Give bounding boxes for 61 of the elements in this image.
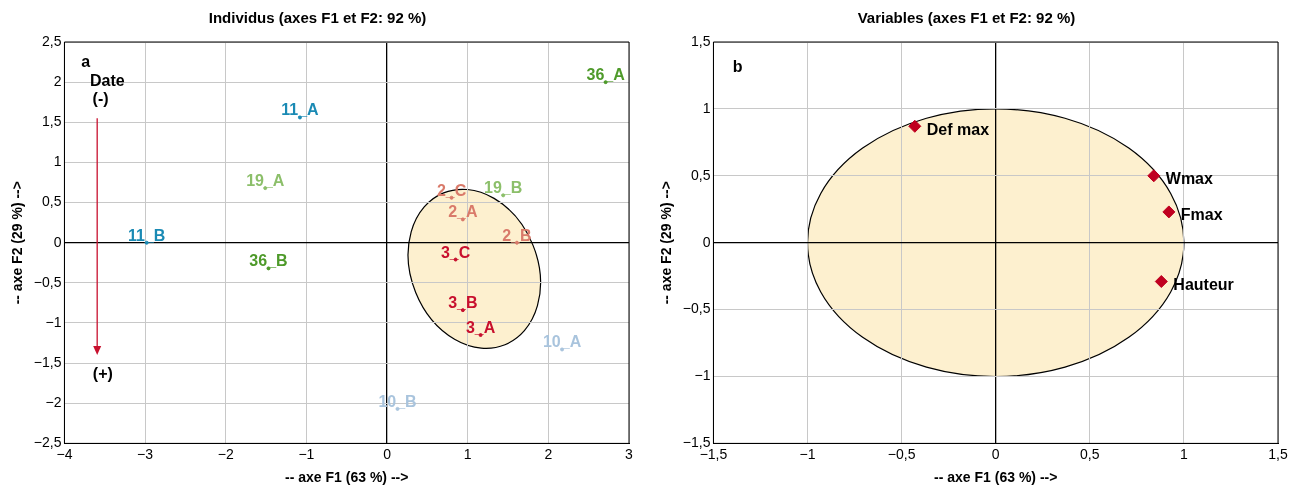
series-label: Fmax bbox=[1180, 206, 1223, 224]
x-tick-label: 0 bbox=[991, 445, 1000, 462]
text: 3_A bbox=[465, 319, 496, 337]
text: 10_B bbox=[378, 392, 417, 410]
text: 36_A bbox=[586, 66, 626, 84]
x-tick-label: 1 bbox=[463, 445, 472, 462]
annotation: a bbox=[81, 53, 91, 71]
text: 11_B bbox=[128, 226, 166, 244]
x-axis-title: -- axe F1 (63 %) --> bbox=[285, 469, 409, 486]
y-tick-label: −2 bbox=[45, 394, 62, 411]
y-tick-label: 1,5 bbox=[41, 113, 62, 130]
y-tick-label: 2,5 bbox=[41, 32, 62, 49]
text: 2_A bbox=[448, 203, 478, 221]
annotation: (+) bbox=[92, 365, 113, 383]
y-tick-label: 1 bbox=[702, 99, 711, 116]
x-tick-label: −3 bbox=[137, 445, 154, 462]
y-tick-label: 0,5 bbox=[41, 193, 62, 210]
y-tick-label: 2 bbox=[53, 73, 62, 89]
x-tick-label: 1 bbox=[1180, 445, 1189, 462]
text: 19_A bbox=[246, 172, 285, 190]
series-label: Hauteur bbox=[1173, 275, 1234, 293]
y-axis-title: -- axe F2 (29 %) --> bbox=[658, 181, 675, 305]
point bbox=[1154, 275, 1168, 288]
x-tick-label: −2 bbox=[217, 445, 234, 462]
chart-title: Individus (axes F1 et F2: 92 %) bbox=[208, 9, 427, 27]
text: 3_C bbox=[440, 243, 471, 261]
text: 10_A bbox=[542, 333, 582, 351]
chart-title: Variables (axes F1 et F2: 92 %) bbox=[857, 9, 1076, 27]
point bbox=[1162, 205, 1176, 219]
annotation: b bbox=[732, 57, 743, 75]
y-tick-label: −0,5 bbox=[33, 273, 62, 290]
x-tick-label: 1,5 bbox=[1268, 445, 1288, 462]
y-tick-label: 0 bbox=[53, 233, 62, 250]
x-axis-title: -- axe F1 (63 %) --> bbox=[934, 469, 1058, 486]
annotation: Date bbox=[90, 72, 125, 90]
point bbox=[1147, 169, 1161, 183]
y-tick-label: −1 bbox=[45, 313, 62, 330]
y-axis-title: -- axe F2 (29 %) --> bbox=[9, 181, 26, 305]
y-tick-label: 0,5 bbox=[690, 166, 711, 183]
y-tick-label: 1,5 bbox=[690, 32, 711, 49]
text: 36_B bbox=[249, 252, 288, 270]
text: 3_B bbox=[448, 294, 478, 312]
series-label: Def max bbox=[926, 120, 990, 138]
x-tick-label: 0 bbox=[383, 445, 392, 462]
point bbox=[908, 119, 922, 133]
text: 11_A bbox=[281, 101, 320, 119]
y-tick-label: −0,5 bbox=[682, 300, 711, 317]
series-label: Wmax bbox=[1165, 170, 1214, 188]
y-tick-label: 1 bbox=[53, 153, 62, 170]
x-tick-label: −1 bbox=[799, 445, 816, 462]
x-tick-label: 3 bbox=[625, 445, 634, 462]
x-tick-label: −0,5 bbox=[887, 445, 916, 462]
x-tick-label: 0,5 bbox=[1080, 445, 1100, 462]
y-tick-label: −2,5 bbox=[33, 434, 62, 451]
y-tick-label: 0 bbox=[702, 233, 711, 250]
annotation: (-) bbox=[92, 90, 109, 108]
x-tick-label: −1 bbox=[298, 445, 315, 462]
x-tick-label: 2 bbox=[544, 445, 553, 462]
text: 19_B bbox=[484, 179, 523, 197]
y-tick-label: −1,5 bbox=[33, 353, 62, 370]
y-tick-label: −1 bbox=[694, 367, 711, 384]
